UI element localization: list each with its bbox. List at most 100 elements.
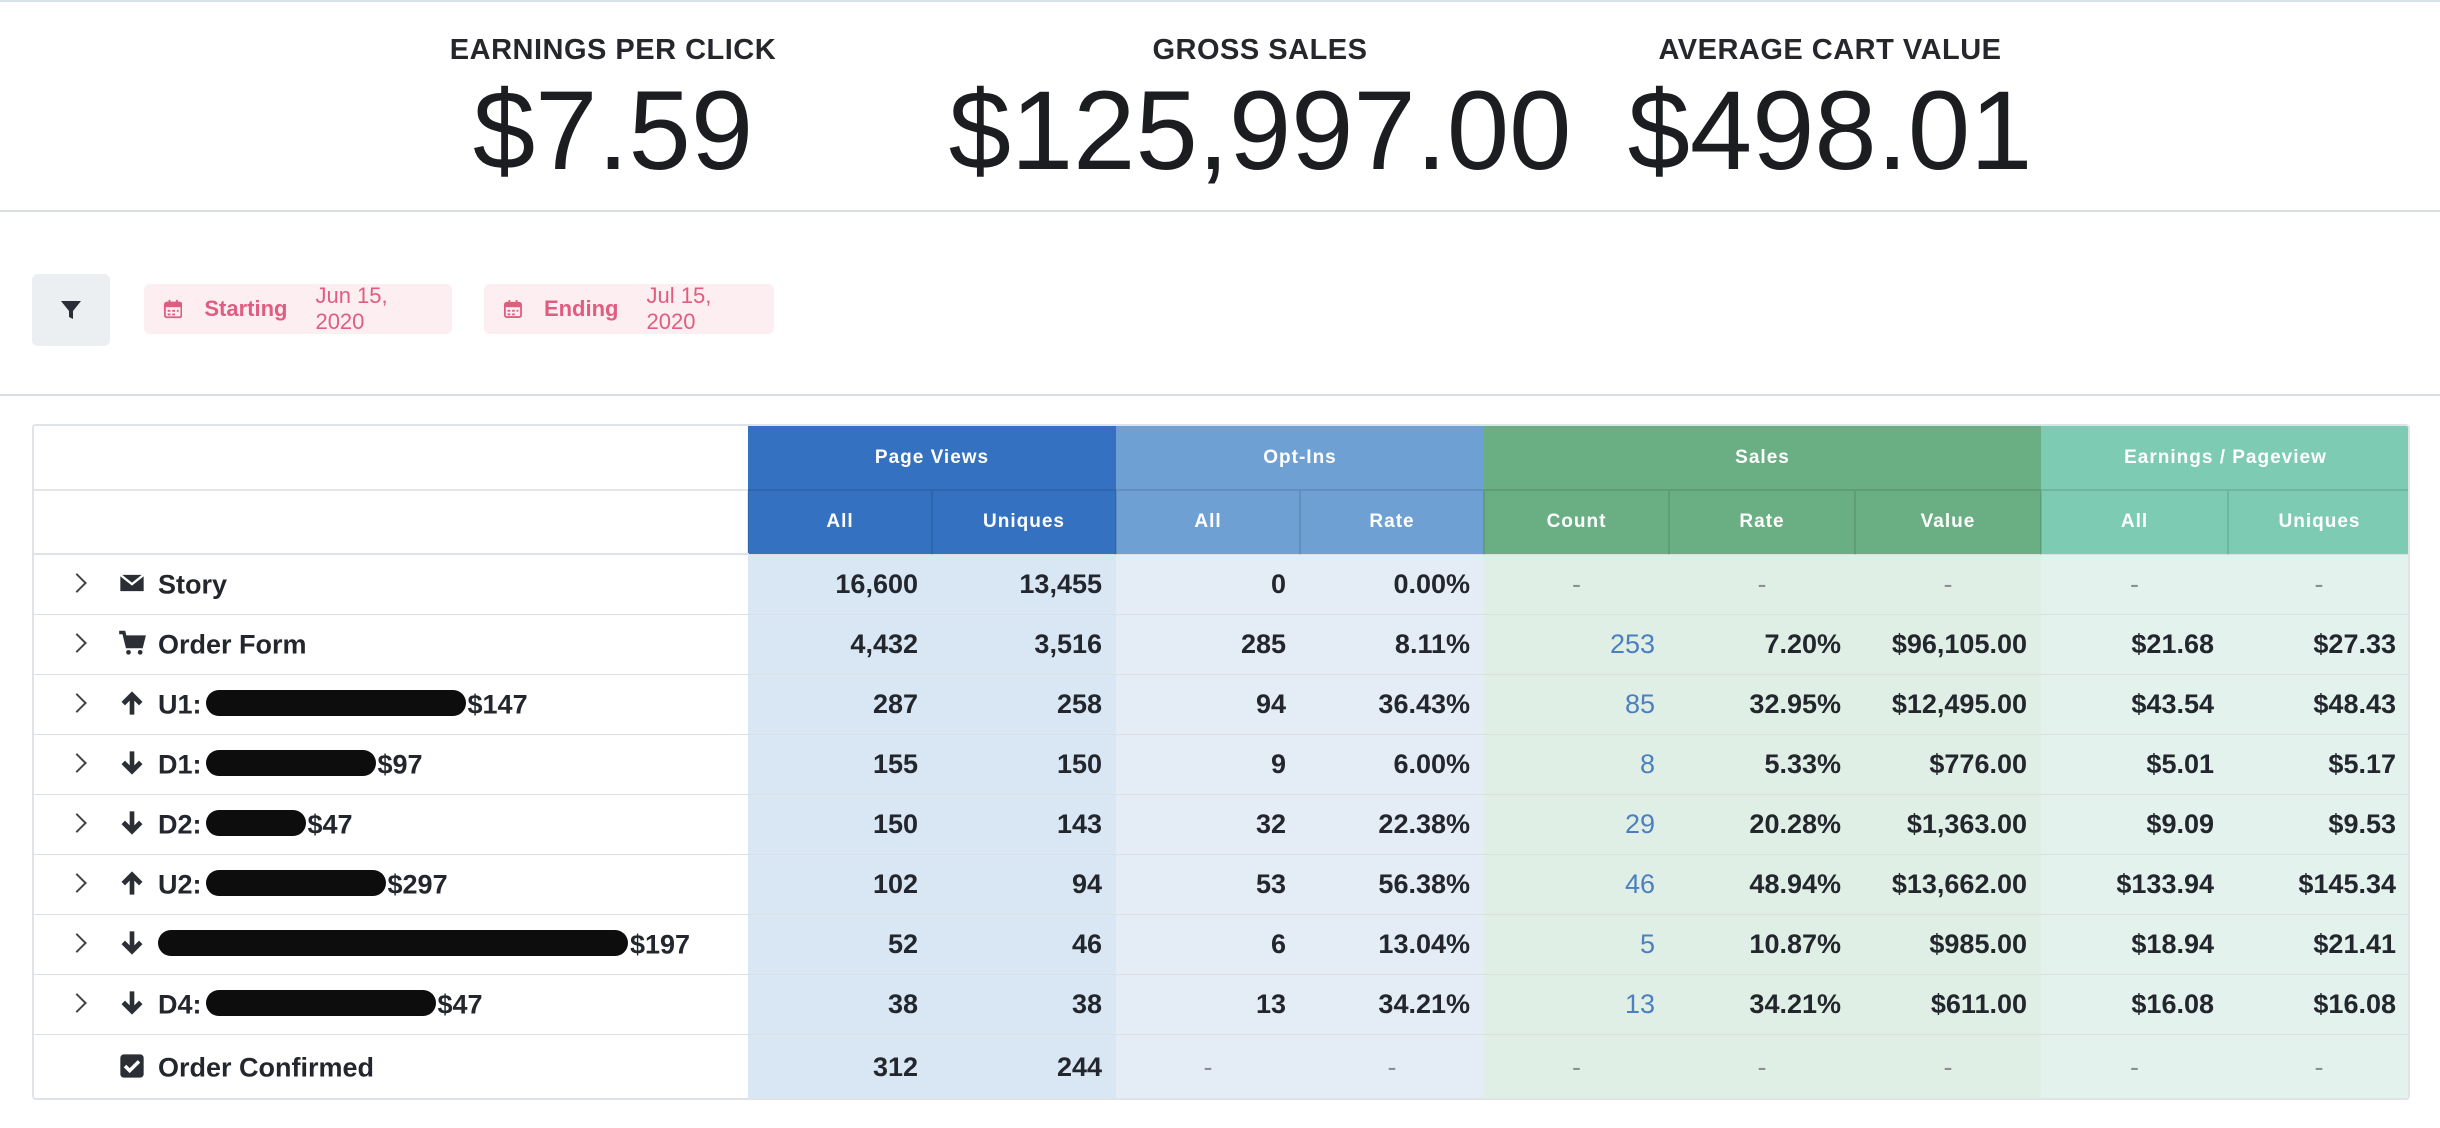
table-cell: 10.87% — [1669, 913, 1855, 974]
row-name-cell: $197 — [34, 913, 748, 974]
col-header[interactable]: Uniques — [931, 489, 1116, 554]
calendar-icon — [164, 299, 183, 319]
table-cell: 13.04% — [1300, 913, 1484, 974]
group-header-earnings-per-pageview: Earnings / Pageview — [2041, 426, 2408, 490]
stat-label: AVERAGE CART VALUE — [1658, 34, 2002, 66]
table-row[interactable]: U2: $297 102 94 53 56.38% 46 48.94% $13,662.00 $1… — [34, 853, 2408, 914]
arrow-down-icon — [121, 931, 143, 955]
table-cell: 244 — [932, 1033, 1116, 1098]
row-label-suffix: $297 — [387, 869, 448, 900]
chevron-right-icon[interactable] — [67, 992, 87, 1013]
stat-label: EARNINGS PER CLICK — [449, 34, 777, 66]
table-cell: - — [1855, 1033, 2041, 1098]
chevron-right-icon[interactable] — [67, 752, 87, 773]
table-row[interactable]: D4: $47 38 38 13 34.21% 13 34.21% $611.00 $16.08 $… — [34, 973, 2408, 1034]
table-row[interactable]: D2: $47 150 143 32 22.38% 29 20.28% $1,363.00 $9.… — [34, 793, 2408, 854]
table-cell[interactable]: 8 — [1484, 733, 1669, 794]
row-name-cell: U1: $147 — [34, 673, 748, 734]
table-cell: 155 — [748, 733, 932, 794]
table-cell[interactable]: 5 — [1484, 913, 1669, 974]
table-cell: 3,516 — [932, 613, 1116, 674]
col-header[interactable]: Rate — [1668, 489, 1855, 554]
table-cell: $776.00 — [1855, 733, 2041, 794]
table-cell: - — [1484, 553, 1669, 614]
table-cell: 285 — [1116, 613, 1300, 674]
table-row[interactable]: Order Form 4,432 3,516 285 8.11% 253 7.20% $96,… — [34, 613, 2408, 674]
table-cell: - — [1300, 1033, 1484, 1098]
redaction-mark — [158, 929, 628, 956]
filter-button[interactable] — [32, 274, 110, 346]
table-body: Story 16,600 13,455 0 0.00% - - - - - Order Form 4,… — [34, 553, 2408, 1098]
table-cell: 46 — [932, 913, 1116, 974]
table-cell: $985.00 — [1855, 913, 2041, 974]
row-label-prefix: Order Confirmed — [158, 1052, 375, 1083]
table-cell: 102 — [748, 853, 932, 914]
col-header[interactable]: Uniques — [2227, 489, 2408, 554]
row-name-cell: D1: $97 — [34, 733, 748, 794]
col-header[interactable]: Value — [1854, 489, 2041, 554]
table-cell: 36.43% — [1300, 673, 1484, 734]
table-row[interactable]: U1: $147 287 258 94 36.43% 85 32.95% $12,495.00 $… — [34, 673, 2408, 734]
stats-header: EARNINGS PER CLICK $7.59 GROSS SALES $12… — [0, 0, 2440, 212]
table-cell: $1,363.00 — [1855, 793, 2041, 854]
filter-bar: Starting Jun 15, 2020 Ending Jul 15, 202… — [0, 212, 2440, 396]
table-cell: 13 — [1116, 973, 1300, 1034]
table-cell: 143 — [932, 793, 1116, 854]
row-label-suffix: $97 — [377, 749, 423, 780]
table-cell: $9.53 — [2228, 793, 2408, 854]
table-cell[interactable]: 253 — [1484, 613, 1669, 674]
table-row[interactable]: Story 16,600 13,455 0 0.00% - - - - - — [34, 553, 2408, 614]
table-cell[interactable]: 29 — [1484, 793, 1669, 854]
table-cell: $13,662.00 — [1855, 853, 2041, 914]
table-cell: 8.11% — [1300, 613, 1484, 674]
col-header[interactable]: Rate — [1299, 489, 1484, 554]
table-cell: 52 — [748, 913, 932, 974]
table-cell: $48.43 — [2228, 673, 2408, 734]
table-cell: $21.41 — [2228, 913, 2408, 974]
arrow-up-icon — [121, 871, 143, 895]
table-cell[interactable]: 13 — [1484, 973, 1669, 1034]
table-row[interactable]: $197 52 46 6 13.04% 5 10.87% $985.00 $18.94 $21.4… — [34, 913, 2408, 974]
table-cell: - — [2041, 1033, 2228, 1098]
table-cell: 94 — [932, 853, 1116, 914]
table-cell: - — [1669, 1033, 1855, 1098]
table-row[interactable]: D1: $97 155 150 9 6.00% 8 5.33% $776.00 $5.01 $5.1… — [34, 733, 2408, 794]
table-cell[interactable]: 46 — [1484, 853, 1669, 914]
filter-icon — [61, 301, 81, 319]
chevron-right-icon[interactable] — [67, 812, 87, 833]
arrow-up-icon — [121, 691, 143, 715]
group-header-sales: Sales — [1484, 426, 2041, 490]
col-header[interactable]: All — [747, 489, 932, 554]
arrow-down-icon — [121, 751, 143, 775]
row-label-suffix: $47 — [307, 809, 353, 840]
chevron-right-icon[interactable] — [67, 632, 87, 653]
table-cell: 56.38% — [1300, 853, 1484, 914]
table-cell: $145.34 — [2228, 853, 2408, 914]
stat-value: $498.01 — [1627, 68, 2033, 193]
start-date-picker[interactable]: Starting Jun 15, 2020 — [144, 283, 452, 334]
table-cell: $96,105.00 — [1855, 613, 2041, 674]
end-date-label: Ending — [543, 296, 619, 321]
row-label-prefix: D1: — [158, 749, 202, 780]
col-header[interactable]: All — [1115, 489, 1300, 554]
table-cell: - — [1116, 1033, 1300, 1098]
row-label-prefix: Story — [158, 569, 228, 600]
end-date-picker[interactable]: Ending Jul 15, 2020 — [484, 283, 774, 334]
chevron-right-icon[interactable] — [67, 872, 87, 893]
table-cell: $43.54 — [2041, 673, 2228, 734]
table-cell: 20.28% — [1669, 793, 1855, 854]
col-header[interactable]: Count — [1483, 489, 1669, 554]
table-cell: 38 — [932, 973, 1116, 1034]
table-cell: 32 — [1116, 793, 1300, 854]
table-cell[interactable]: 85 — [1484, 673, 1669, 734]
table-cell: 9 — [1116, 733, 1300, 794]
col-header[interactable]: All — [2040, 489, 2228, 554]
chevron-right-icon[interactable] — [67, 692, 87, 713]
chevron-right-icon[interactable] — [67, 573, 87, 593]
row-label-suffix: $147 — [467, 689, 528, 720]
table-row: Order Confirmed 312 244- - - - - - - — [34, 1033, 2408, 1098]
chevron-right-icon[interactable] — [67, 932, 87, 953]
table-cell: 0.00% — [1300, 553, 1484, 614]
table-cell: $611.00 — [1855, 973, 2041, 1034]
table-cell: $133.94 — [2041, 853, 2228, 914]
